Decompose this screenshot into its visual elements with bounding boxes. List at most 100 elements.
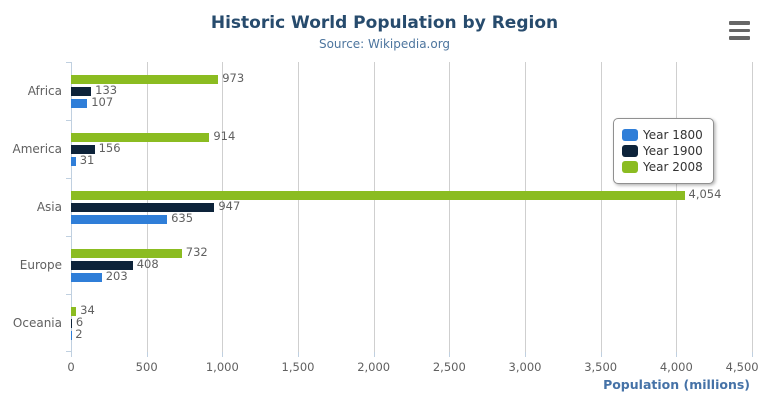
category-row: Oceania 34 6 2 — [13, 294, 752, 352]
bar-line: 133 — [71, 85, 752, 96]
x-axis-title: Population (millions) — [603, 377, 750, 392]
x-axis-tick — [752, 352, 753, 357]
x-axis-tick — [525, 352, 526, 357]
x-axis-tick-label: 3,000 — [508, 360, 542, 374]
x-axis-tick-label: 500 — [135, 360, 158, 374]
bar-line: 973 — [71, 71, 752, 86]
x-axis-tick — [222, 352, 224, 357]
legend-swatch-icon — [622, 161, 638, 173]
gridline — [222, 62, 224, 352]
bar-america-year-2008[interactable] — [71, 132, 210, 142]
bar-africa-year-2008[interactable] — [71, 74, 219, 84]
bar-asia-year-1800[interactable] — [71, 214, 168, 224]
hamburger-bar — [729, 36, 750, 40]
x-axis-tick — [373, 352, 375, 357]
x-axis-tick — [146, 352, 148, 357]
legend-item-year-2008[interactable]: Year 2008 — [622, 160, 703, 174]
x-axis-tick-label: 4,000 — [659, 360, 693, 374]
x-axis-tick-label: 2,500 — [432, 360, 466, 374]
x-axis-tick-label: 0 — [67, 360, 75, 374]
bar-value-label: 34 — [80, 303, 95, 318]
x-axis-tick — [298, 352, 299, 357]
chart-subtitle: Source: Wikipedia.org — [318, 37, 451, 51]
hamburger-menu-icon[interactable] — [729, 21, 750, 40]
x-axis-tick-label: 3,500 — [584, 360, 618, 374]
bar-value-label: 732 — [185, 245, 208, 260]
y-axis-tick — [66, 120, 71, 121]
gridline — [449, 62, 451, 352]
bar-line: 2 — [71, 327, 752, 342]
bar-value-label: 973 — [222, 71, 245, 86]
category-row: Europe 732 408 203 — [20, 236, 752, 294]
gridline — [525, 62, 526, 352]
y-axis-tick — [66, 351, 71, 352]
bar-europe-year-1900[interactable] — [71, 260, 133, 270]
category-label: Africa — [27, 84, 62, 98]
bar-africa-year-1800[interactable] — [71, 98, 88, 108]
y-axis-tick — [66, 62, 71, 63]
bar-line: 156 — [71, 141, 752, 156]
legend-label: Year 2008 — [643, 160, 703, 174]
legend: Year 1800 Year 1900 Year 2008 — [613, 118, 714, 184]
x-axis-tick — [71, 352, 72, 357]
bar-europe-year-1800[interactable] — [71, 272, 102, 282]
bar-line: 6 — [71, 315, 752, 330]
legend-item-year-1800[interactable]: Year 1800 — [622, 128, 703, 142]
bar-value-label: 31 — [79, 153, 95, 168]
category-label: Oceania — [12, 316, 62, 330]
y-axis-tick — [66, 294, 71, 295]
category-row: America 914 156 31 — [13, 120, 752, 178]
category-label: America — [12, 142, 63, 156]
gridline — [600, 62, 602, 352]
bar-value-label: 4,054 — [688, 187, 722, 202]
x-axis-tick-label: 4,500 — [725, 360, 759, 374]
bar-europe-year-2008[interactable] — [71, 248, 182, 258]
bar-line: 31 — [71, 153, 752, 168]
gridline — [298, 62, 299, 352]
category-row: Africa 973 133 107 — [28, 62, 752, 120]
x-axis-tick-label: 1,000 — [205, 360, 239, 374]
x-axis-tick-label: 1,500 — [281, 360, 315, 374]
bar-line: 732 — [71, 245, 752, 260]
bar-line: 203 — [71, 269, 752, 284]
bar-value-label: 156 — [98, 141, 121, 156]
bar-asia-year-1900[interactable] — [71, 202, 215, 212]
bar-america-year-1800[interactable] — [71, 156, 76, 166]
bar-oceania-year-1900[interactable] — [71, 318, 72, 328]
legend-label: Year 1800 — [643, 128, 703, 142]
bar-line: 4,054 — [71, 187, 752, 202]
chart-title: Historic World Population by Region — [210, 13, 559, 33]
bar-value-label: 2 — [75, 327, 83, 342]
bar-value-label: 107 — [91, 95, 114, 110]
legend-swatch-icon — [622, 145, 638, 157]
bar-oceania-year-2008[interactable] — [71, 306, 77, 316]
legend-swatch-icon — [622, 129, 638, 141]
bar-line: 107 — [71, 95, 752, 110]
bar-line: 635 — [71, 211, 752, 226]
bar-line: 914 — [71, 131, 752, 142]
plot-area: 0 500 1,000 1,500 2,000 2,500 3,000 3,500 4,000 4… — [13, 62, 759, 374]
category-label: Europe — [19, 258, 62, 272]
bar-value-label: 635 — [171, 211, 194, 226]
bar-america-year-1900[interactable] — [71, 144, 95, 154]
x-axis-tick-label: 2,000 — [357, 360, 391, 374]
bar-asia-year-2008[interactable] — [71, 190, 685, 200]
bar-value-label: 947 — [218, 199, 241, 214]
legend-label: Year 1900 — [643, 144, 703, 158]
x-axis-tick — [449, 352, 451, 357]
bar-line: 408 — [71, 257, 752, 272]
bar-line: 34 — [71, 303, 752, 318]
y-axis-tick — [66, 178, 71, 179]
legend-item-year-1900[interactable]: Year 1900 — [622, 144, 703, 158]
gridline — [676, 62, 678, 352]
bar-value-label: 408 — [136, 257, 159, 272]
bar-line: 947 — [71, 199, 752, 214]
gridline — [373, 62, 375, 352]
bar-africa-year-1900[interactable] — [71, 86, 92, 96]
bar-value-label: 6 — [75, 315, 84, 330]
y-axis-tick — [66, 236, 71, 237]
category-label: Asia — [36, 200, 62, 214]
bar-value-label: 203 — [105, 269, 128, 284]
x-axis-tick — [676, 352, 678, 357]
